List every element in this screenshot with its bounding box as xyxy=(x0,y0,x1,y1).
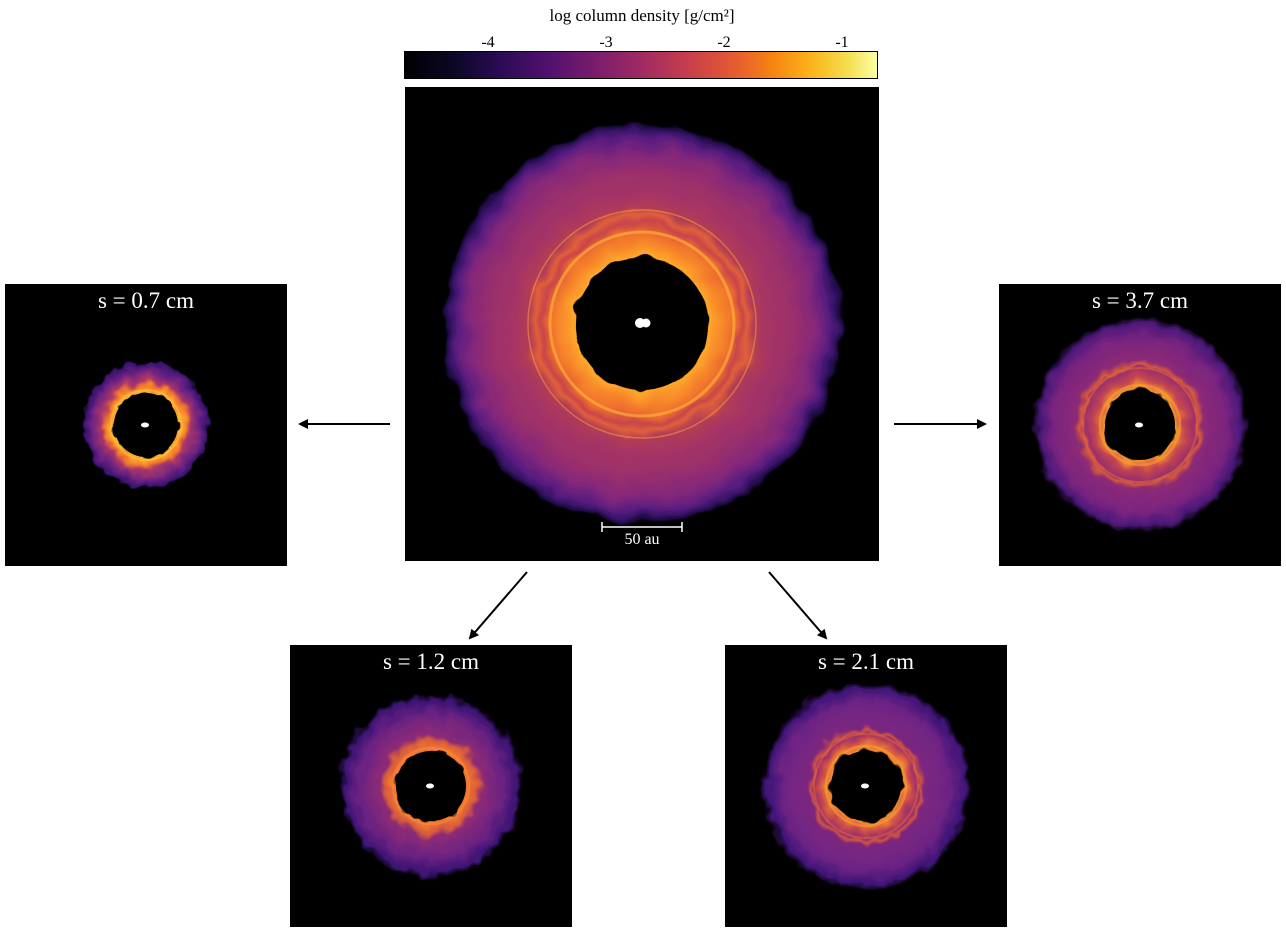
panel-label: s = 1.2 cm xyxy=(382,649,480,674)
panel-label: s = 3.7 cm xyxy=(1091,288,1189,313)
colorbar xyxy=(404,51,878,79)
star-marker xyxy=(1135,422,1143,428)
disk-image-3-7cm xyxy=(1032,317,1248,533)
colorbar-tick: -3 xyxy=(599,34,613,51)
main-disk-image xyxy=(442,124,842,532)
colorbar-ticks: -4 -3 -2 -1 xyxy=(404,34,880,52)
arrow-to-bottom-left-panel xyxy=(468,571,528,640)
panel-label: s = 2.1 cm xyxy=(817,649,915,674)
star-marker xyxy=(861,783,869,789)
colorbar-tick: -4 xyxy=(481,34,495,51)
panel-s-2-1cm: s = 2.1 cm xyxy=(725,645,1007,927)
main-density-panel: 50 au xyxy=(405,87,879,561)
panel-s-0-7cm: s = 0.7 cm xyxy=(5,284,287,566)
colorbar-title: log column density [g/cm²] xyxy=(549,6,735,25)
disk-image-0-7cm xyxy=(82,361,210,489)
panel-s-3-7cm: s = 3.7 cm xyxy=(999,284,1281,566)
star-marker xyxy=(641,318,651,328)
scale-bar-label: 50 au xyxy=(624,531,660,548)
scale-bar xyxy=(601,522,683,532)
arrow-to-bottom-right-panel xyxy=(768,571,828,640)
star-marker xyxy=(426,783,434,789)
panel-s-1-2cm: s = 1.2 cm xyxy=(290,645,572,927)
disk-image-1-2cm xyxy=(339,694,523,878)
disk-image-2-1cm xyxy=(762,682,970,890)
colorbar-tick: -1 xyxy=(835,34,849,51)
panel-label: s = 0.7 cm xyxy=(97,288,195,313)
star-marker xyxy=(141,422,149,428)
colorbar-tick: -2 xyxy=(717,34,731,51)
